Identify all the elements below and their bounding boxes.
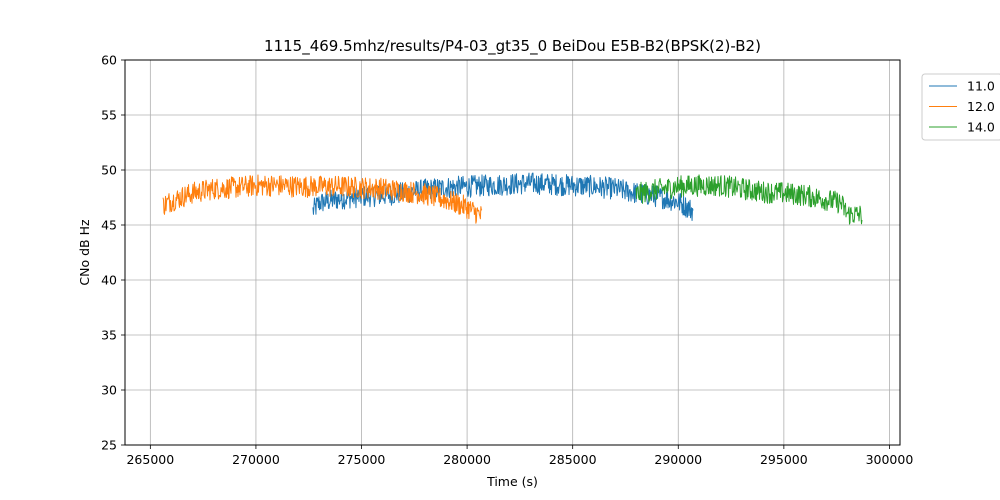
x-tick-label: 295000 [760, 452, 808, 467]
x-tick-label: 290000 [654, 452, 702, 467]
x-tick-label: 285000 [549, 452, 597, 467]
x-tick-label: 300000 [866, 452, 914, 467]
y-tick-label: 45 [101, 218, 117, 233]
series-group [162, 172, 863, 225]
y-tick-label: 40 [101, 273, 117, 288]
y-tick-label: 35 [101, 328, 117, 343]
y-axis-label: CNo dB Hz [77, 219, 92, 286]
series-line-12-0 [162, 174, 483, 224]
chart-title: 1115_469.5mhz/results/P4-03_gt35_0 BeiDo… [264, 37, 761, 56]
y-tick-label: 25 [101, 438, 117, 453]
series-line-14-0 [635, 174, 863, 225]
ticks: 265000 270000 275000 280000 285000 290000 2950… [101, 53, 913, 468]
x-tick-label: 275000 [338, 452, 386, 467]
legend: 11.0 12.0 14.0 [921, 73, 1000, 141]
x-axis-label: Time (s) [486, 474, 538, 489]
x-tick-label: 270000 [232, 452, 280, 467]
legend-box [921, 73, 1000, 141]
legend-label: 11.0 [967, 79, 995, 94]
y-tick-label: 55 [101, 108, 117, 123]
y-tick-label: 60 [101, 53, 117, 68]
y-tick-label: 30 [101, 383, 117, 398]
plot-frame [124, 59, 901, 446]
series-line-11-0 [312, 172, 694, 222]
x-tick-label: 265000 [126, 452, 174, 467]
legend-label: 14.0 [967, 120, 995, 135]
y-tick-label: 50 [101, 163, 117, 178]
legend-label: 12.0 [967, 99, 995, 114]
x-tick-label: 280000 [443, 452, 491, 467]
